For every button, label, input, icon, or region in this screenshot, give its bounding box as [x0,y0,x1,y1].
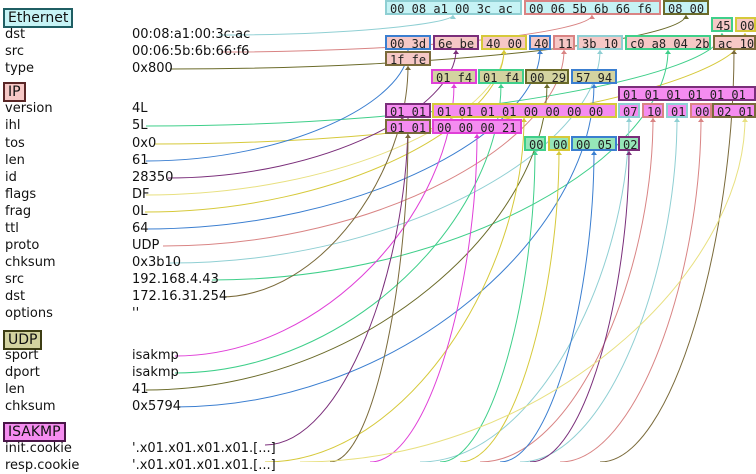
field-name: len [5,153,25,168]
field-name: ihl [5,118,21,133]
connector-line [145,49,409,162]
hex-byte-group: 01 01 01 01 00 00 00 00 [432,103,617,119]
field-value: 61 [132,153,149,168]
field-value: 0x0 [132,136,157,151]
hex-byte-group: 07 [618,103,640,119]
hex-byte-group: 40 [529,35,551,51]
field-name: options [5,306,53,321]
connector-line [479,117,654,462]
packet-dissection-diagram: Ethernet dst 00:08:a1:00:3c:ac src 00:06:5b:… [3,0,756,473]
field-value: isakmp [132,348,179,363]
field-value: 0x800 [132,61,173,76]
field-name: flags [5,187,37,202]
hex-byte-group: c0 a8 04 2b [625,35,711,51]
hex-byte-group: 1f fe [385,51,431,67]
field-name: init.cookie [5,441,72,456]
field-name: src [5,44,24,59]
field-value: 00:06:5b:6b:66:f6 [132,44,250,59]
connector-line [264,117,525,462]
field-value: 4L [132,101,148,116]
field-name: frag [5,204,32,219]
field-value: '.x01.x01.x01.x01.[...] [132,441,276,456]
layer-title-ip: IP [3,82,26,102]
field-value: 00:08:a1:00:3c:ac [132,27,251,42]
hex-byte-group: ac 10 [713,35,756,51]
hex-byte-group: 01 01 [385,119,431,135]
connector-line [264,117,409,446]
connector-line [299,117,746,462]
hex-byte-group: 11 [553,35,575,51]
connector-line [529,150,630,462]
field-byte-connectors [144,14,748,462]
field-value: 0x3b10 [132,255,182,270]
hex-byte-group: 3b 10 [577,35,623,51]
hex-byte-group: 00 05 [571,136,617,152]
field-name: chksum [5,399,56,414]
field-value: 5L [132,118,148,133]
field-value: '.x01.x01.x01.x01.[...] [132,458,276,473]
connector-line [419,117,630,462]
hex-byte-group: 01 f4 [478,69,524,85]
layer-title-udp: UDP [3,330,43,350]
field-name: resp.cookie [5,458,80,473]
field-name: chksum [5,255,56,270]
hex-byte-group: 01 f4 [431,69,477,85]
hex-byte-group: 00 [690,103,712,119]
hex-byte-group: 57 94 [571,69,617,85]
field-name: dst [5,27,26,42]
field-value: isakmp [132,365,179,380]
field-name: proto [5,238,40,253]
hex-byte-group: 00 [735,17,756,33]
connector-line [218,14,454,36]
field-value: 192.168.4.43 [132,272,219,287]
connector-line [459,150,560,462]
field-value: '' [132,306,140,321]
field-name: dport [5,365,40,380]
field-value: 41 [132,382,149,397]
hex-byte-group: 40 00 [481,35,527,51]
connector-line [499,150,595,462]
field-value: 64 [132,221,149,236]
connector-line [559,117,702,462]
hex-byte-group: 45 [711,17,733,33]
field-name: id [5,170,17,185]
hex-byte-group: 02 [618,136,640,152]
hex-byte-group: 00 [548,136,570,152]
hex-byte-group: 00 29 [525,69,569,85]
field-value: 28350 [132,170,174,185]
field-name: version [5,101,53,116]
connector-line [519,117,678,462]
hex-byte-group: 02 01 [712,103,756,119]
hex-byte-group: 08 00 [663,0,709,16]
field-name: ttl [5,221,19,236]
field-value: DF [132,187,150,202]
field-value: 172.16.31.254 [132,289,228,304]
connector-line [329,133,409,462]
hex-byte-group: 6e be [433,35,479,51]
hex-byte-group: 00 00 00 21 [432,119,522,135]
field-name: type [5,61,35,76]
hex-byte-group: 00 [524,136,546,152]
hex-byte-group: 00 08 a1 00 3c ac [385,0,522,16]
field-value: 0L [132,204,148,219]
hex-byte-group: 01 01 [385,103,431,119]
hex-byte-group: 00 06 5b 6b 66 f6 [524,0,661,16]
hex-byte-group: 00 3d [385,35,431,51]
connector-line [219,65,409,298]
field-name: src [5,272,24,287]
field-value: 0x5794 [132,399,182,414]
hex-byte-group: 10 [642,103,664,119]
field-name: dst [5,289,26,304]
field-name: len [5,382,25,397]
layer-title-isakmp: ISAKMP [3,422,66,442]
field-name: tos [5,136,25,151]
field-value: UDP [132,238,160,253]
connector-line [369,133,478,462]
field-name: sport [5,348,39,363]
hex-byte-group: 01 [666,103,688,119]
connector-line [439,150,536,462]
layer-title-ethernet: Ethernet [3,8,74,28]
hex-byte-group: 01 01 01 01 01 01 [618,86,756,102]
